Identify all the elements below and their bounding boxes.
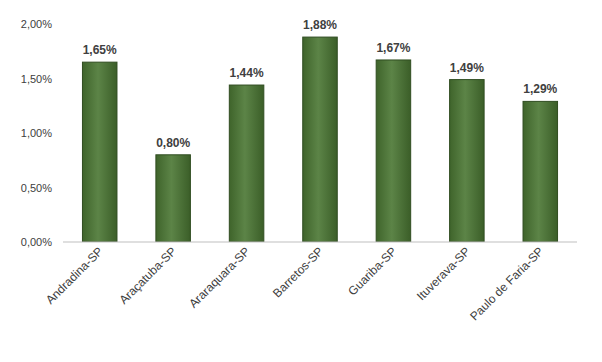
y-tick-label: 0,50% <box>21 182 52 194</box>
bar <box>376 60 411 242</box>
data-label: 1,65% <box>83 43 117 57</box>
bar <box>82 62 117 242</box>
bar <box>156 155 191 242</box>
y-tick-label: 1,00% <box>21 127 52 139</box>
x-axis-line <box>63 242 577 243</box>
bar <box>450 80 485 242</box>
bar <box>229 85 264 242</box>
x-tick-label: Araçatuba-SP <box>117 244 180 307</box>
x-tick-label: Andradina-SP <box>43 244 106 307</box>
data-label: 1,88% <box>303 18 337 32</box>
y-tick-label: 2,00% <box>21 18 52 30</box>
data-label: 1,29% <box>523 82 557 96</box>
chart-svg: 0,00% 0,50% 1,00% 1,50% 2,00% 1,65% 0,80% 1,44%… <box>0 0 602 362</box>
data-label: 0,80% <box>156 136 190 150</box>
bar <box>523 101 558 242</box>
data-label: 1,44% <box>230 66 264 80</box>
bar <box>303 37 338 242</box>
x-tick-label: Guariba-SP <box>345 244 399 298</box>
x-tick-label: Paulo de Faria-SP <box>467 244 546 323</box>
bars <box>82 37 557 242</box>
x-tick-label: Araraquara-SP <box>186 244 253 311</box>
y-tick-label: 0,00% <box>21 236 52 248</box>
chart-container: 0,00% 0,50% 1,00% 1,50% 2,00% 1,65% 0,80% 1,44%… <box>0 0 602 362</box>
x-tick-label: Barretos-SP <box>270 244 326 300</box>
data-label: 1,49% <box>450 61 484 75</box>
data-label: 1,67% <box>376 41 410 55</box>
x-tick-label: Ituverava-SP <box>414 244 473 303</box>
y-tick-label: 1,50% <box>21 73 52 85</box>
